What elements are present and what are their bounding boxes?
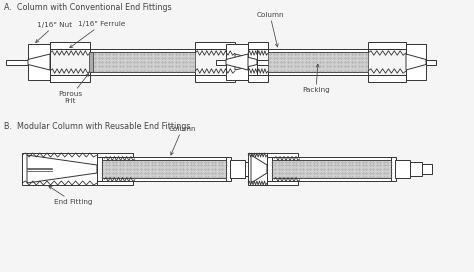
Bar: [245, 162, 257, 176]
Bar: [195, 42, 235, 49]
Bar: [257, 164, 267, 174]
Bar: [268, 72, 368, 75]
Polygon shape: [28, 54, 50, 70]
Bar: [270, 160, 393, 178]
Bar: [28, 44, 50, 80]
Polygon shape: [251, 155, 267, 183]
Bar: [97, 157, 102, 181]
Bar: [368, 75, 406, 82]
Polygon shape: [235, 54, 257, 70]
Text: Packing: Packing: [302, 64, 330, 93]
Bar: [50, 75, 90, 82]
Bar: [267, 181, 298, 185]
Text: B.  Modular Column with Reusable End Fittings: B. Modular Column with Reusable End Fitt…: [4, 122, 191, 131]
Bar: [395, 160, 410, 178]
Bar: [422, 164, 432, 174]
Bar: [89, 52, 93, 72]
Text: 1/16" Ferrule: 1/16" Ferrule: [70, 21, 126, 48]
Bar: [226, 157, 231, 181]
Bar: [248, 42, 268, 49]
Bar: [268, 52, 368, 72]
Polygon shape: [27, 155, 97, 183]
Bar: [226, 44, 248, 80]
Bar: [270, 157, 393, 160]
Bar: [267, 153, 298, 157]
Bar: [90, 49, 195, 52]
Bar: [426, 60, 436, 64]
Polygon shape: [406, 54, 426, 70]
Bar: [235, 44, 257, 80]
Bar: [391, 157, 396, 181]
Text: Column: Column: [256, 12, 284, 47]
Bar: [100, 160, 228, 178]
Bar: [195, 75, 235, 82]
Bar: [267, 157, 272, 181]
Bar: [230, 160, 245, 178]
Text: 1/16" Nut: 1/16" Nut: [36, 22, 73, 42]
Bar: [248, 75, 268, 82]
Polygon shape: [226, 54, 248, 70]
Bar: [406, 44, 426, 80]
Bar: [22, 153, 97, 185]
Bar: [410, 162, 422, 176]
Bar: [268, 49, 368, 52]
Bar: [97, 181, 133, 185]
Bar: [90, 72, 195, 75]
Text: Column: Column: [168, 126, 196, 155]
Text: Porous
Frit: Porous Frit: [58, 74, 89, 104]
Bar: [216, 60, 226, 64]
Bar: [270, 178, 393, 181]
Bar: [100, 157, 228, 160]
Bar: [97, 153, 133, 157]
Bar: [248, 153, 267, 185]
Text: End Fitting: End Fitting: [49, 186, 92, 205]
Bar: [100, 178, 228, 181]
Text: A.  Column with Conventional End Fittings: A. Column with Conventional End Fittings: [4, 3, 172, 12]
Bar: [368, 42, 406, 49]
Bar: [50, 42, 90, 49]
Bar: [257, 60, 269, 64]
Bar: [90, 52, 195, 72]
Bar: [6, 60, 28, 64]
